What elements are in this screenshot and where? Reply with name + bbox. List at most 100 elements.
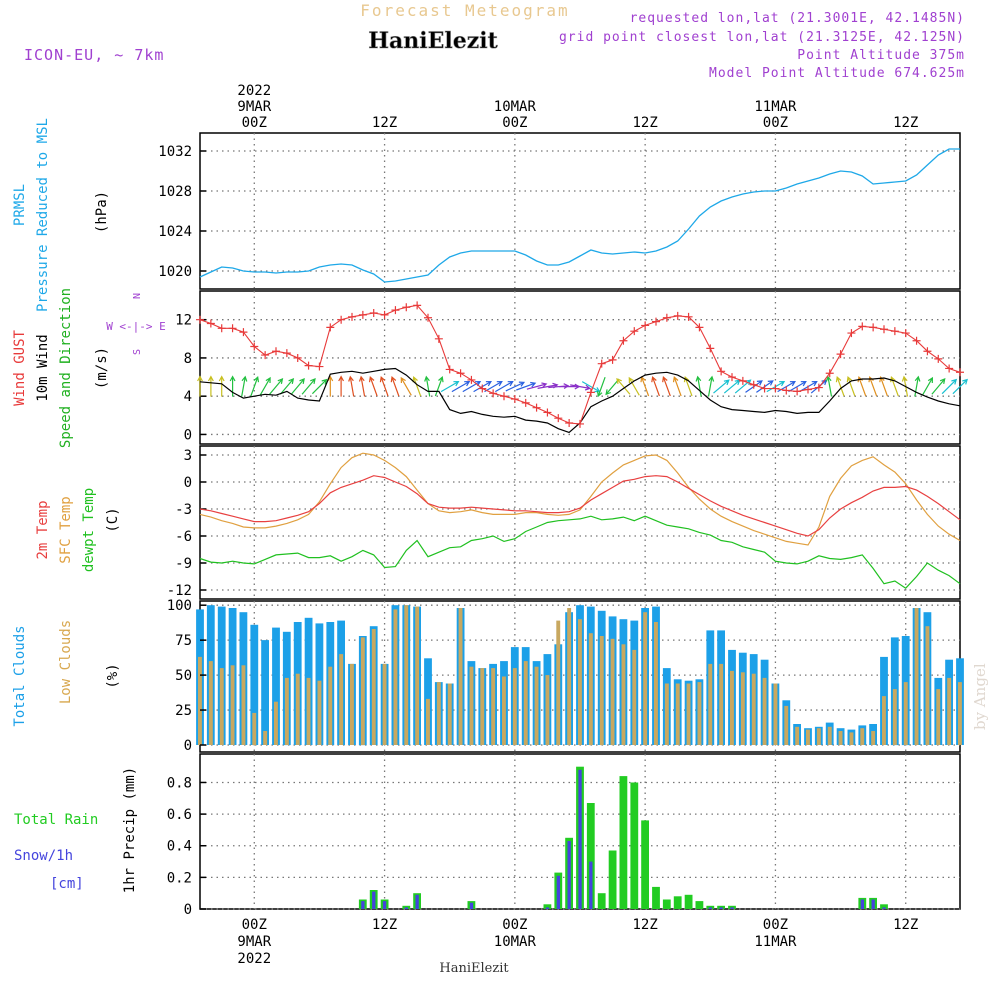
label-pct: (%) — [105, 663, 121, 688]
low-clouds-bar — [350, 663, 354, 745]
ticks-clouds: 0 25 50 75 100 — [167, 598, 206, 754]
gust-marker — [825, 369, 834, 378]
low-clouds-bar — [274, 701, 278, 745]
gust-marker — [619, 336, 628, 345]
wind-arrow — [825, 375, 833, 397]
low-clouds-bar — [502, 676, 506, 745]
wind-arrow — [259, 376, 271, 396]
snow-bar — [415, 894, 419, 909]
snow-bar — [730, 907, 734, 909]
gust-marker — [684, 312, 693, 321]
panel-temperature-frame — [199, 445, 961, 600]
label-gust: Wind GUST — [12, 330, 28, 406]
point-altitude: Point Altitude 375m — [797, 48, 965, 63]
time-label-bottom: 12Z — [632, 917, 657, 933]
time-label-top: 11MAR — [754, 99, 797, 115]
low-clouds-bar — [284, 677, 289, 745]
ticks-pressure: 1020 1024 1028 1032 — [158, 144, 206, 280]
series-line-dewpt-temp — [199, 515, 961, 589]
gust-marker — [890, 327, 899, 336]
y-tick-label: 0 — [184, 427, 192, 443]
low-clouds-bar — [925, 626, 930, 745]
snow-bar — [578, 769, 582, 909]
snow-bar — [361, 901, 365, 909]
wind-arrow — [207, 375, 214, 397]
gust-marker — [369, 308, 378, 317]
time-label-bottom: 00Z — [763, 917, 788, 933]
wind-arrow — [713, 379, 730, 394]
label-low-clouds: Low Clouds — [58, 620, 74, 704]
wind-arrow — [505, 381, 526, 392]
wind-arrow — [451, 380, 471, 393]
low-clouds-bar — [654, 622, 658, 745]
gust-marker — [934, 354, 943, 363]
low-clouds-bar — [306, 677, 311, 745]
total-clouds-bar — [261, 640, 269, 745]
low-clouds-bar — [632, 649, 637, 745]
low-clouds-bar — [480, 668, 485, 745]
low-clouds-bar — [664, 683, 669, 745]
low-clouds-bar — [958, 682, 962, 745]
gust-marker — [586, 388, 595, 397]
wind-arrow — [707, 375, 715, 397]
gust-marker — [239, 328, 248, 337]
label-total-clouds: Total Clouds — [12, 625, 28, 726]
y-tick-label: 25 — [175, 703, 192, 719]
time-label-top: 9MAR — [237, 99, 271, 115]
low-clouds-bar — [947, 677, 952, 745]
low-clouds-bar — [208, 661, 213, 745]
gust-marker — [771, 384, 780, 393]
gust-marker — [489, 389, 498, 398]
gust-marker — [206, 319, 215, 328]
wind-arrow — [952, 378, 968, 395]
low-clouds-bar — [816, 728, 821, 745]
low-clouds-bar — [252, 712, 257, 746]
label-total-rain: Total Rain — [14, 812, 98, 828]
y-tick-label: 12 — [175, 313, 192, 329]
low-clouds-bar — [415, 606, 420, 745]
low-clouds-bar — [567, 608, 572, 745]
wind-arrow — [424, 375, 431, 397]
wind-arrow — [516, 381, 537, 391]
wind-arrow — [229, 375, 236, 397]
rain-bar — [586, 803, 595, 909]
y-tick-label: -3 — [175, 502, 192, 518]
y-tick-label: 0.4 — [167, 839, 192, 855]
wind-arrow — [570, 384, 592, 391]
low-clouds-bar — [643, 612, 648, 745]
gust-marker — [326, 323, 335, 332]
low-clouds-bar — [512, 668, 517, 745]
series-bars-total-rain — [358, 766, 888, 909]
low-clouds-bar — [534, 666, 539, 745]
wind-arrow — [338, 375, 345, 397]
rain-bar — [619, 776, 628, 909]
low-clouds-bar — [773, 683, 778, 745]
wind-arrow — [672, 376, 682, 397]
gust-marker — [348, 312, 356, 321]
wind-arrow — [616, 378, 631, 395]
rain-bar — [684, 894, 693, 909]
gust-marker — [728, 373, 736, 382]
wind-arrow — [197, 375, 203, 397]
low-clouds-bar — [458, 608, 463, 745]
total-clouds-bar — [272, 627, 280, 745]
low-clouds-bar — [545, 675, 550, 745]
time-label-top: 10MAR — [494, 99, 537, 115]
low-clouds-bar — [328, 666, 333, 745]
rain-bar — [608, 850, 617, 909]
time-label-top: 00Z — [763, 115, 788, 131]
grid-temperature — [200, 446, 960, 599]
low-clouds-bar — [426, 698, 430, 745]
low-clouds-bar — [914, 608, 919, 745]
time-label-top: 12Z — [893, 115, 918, 131]
gust-marker — [749, 380, 758, 389]
low-clouds-bar — [339, 654, 344, 745]
wind-arrow — [368, 376, 378, 397]
gust-marker — [532, 403, 541, 412]
label-wind-dir: Speed and Direction — [58, 288, 74, 448]
wind-arrow — [788, 380, 807, 393]
panel-pressure: 1020 1024 1028 1032 PRMSL Pressure Reduced … — [12, 118, 961, 312]
y-tick-label: 3 — [184, 448, 192, 464]
